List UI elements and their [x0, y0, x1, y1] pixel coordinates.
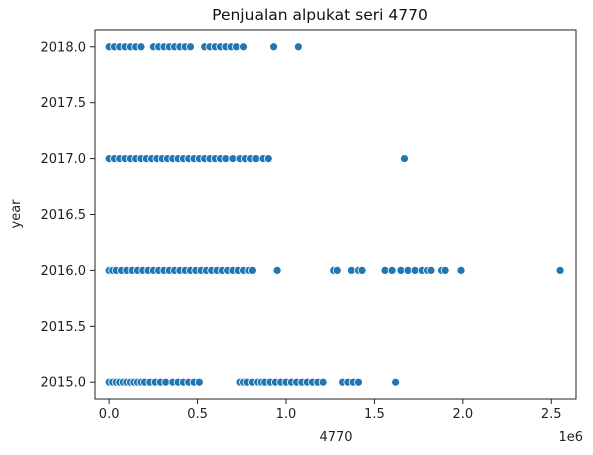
data-point [387, 266, 397, 275]
data-point [357, 266, 367, 275]
x-tick-label: 0.5 [187, 407, 208, 422]
x-tick-label: 2.0 [452, 407, 473, 422]
data-point [272, 266, 282, 275]
y-tick-label: 2017.5 [41, 96, 87, 111]
data-point [332, 266, 342, 275]
y-axis-label: year [9, 199, 24, 229]
x-tick-label: 1.0 [276, 407, 297, 422]
data-point [194, 377, 204, 387]
data-point [186, 42, 195, 52]
data-point [391, 377, 401, 387]
data-point [269, 42, 279, 52]
y-tick-label: 2016.0 [41, 264, 87, 279]
data-point [247, 266, 257, 275]
y-tick-label: 2016.5 [41, 208, 87, 223]
x-tick-label: 0.0 [99, 407, 120, 422]
x-axis-offset-label: 1e6 [558, 430, 583, 445]
x-tick-label: 1.5 [364, 407, 385, 422]
data-points [104, 42, 565, 387]
data-point [293, 42, 303, 52]
data-point [354, 377, 363, 387]
y-axis-ticks: 2015.0 2015.5 2016.0 2016.5 2017.0 2017.5 2018… [41, 40, 95, 391]
plot-area-frame [94, 29, 577, 400]
data-point [318, 377, 328, 387]
data-point [440, 266, 450, 275]
data-point [456, 266, 466, 275]
data-point [239, 42, 248, 52]
y-tick-label: 2015.5 [41, 320, 87, 335]
chart-title: Penjualan alpukat seri 4770 [212, 6, 428, 24]
data-point [400, 154, 409, 163]
data-point [136, 42, 146, 52]
data-point [263, 154, 273, 163]
y-tick-label: 2015.0 [41, 376, 87, 391]
y-tick-label: 2017.0 [41, 152, 87, 167]
data-point [555, 266, 565, 275]
x-axis-label: 4770 [319, 430, 352, 445]
data-point [426, 266, 436, 275]
y-tick-label: 2018.0 [41, 40, 87, 55]
x-axis-ticks: 0.0 0.5 1.0 1.5 2.0 2.5 [99, 399, 562, 422]
x-tick-label: 2.5 [541, 407, 562, 422]
